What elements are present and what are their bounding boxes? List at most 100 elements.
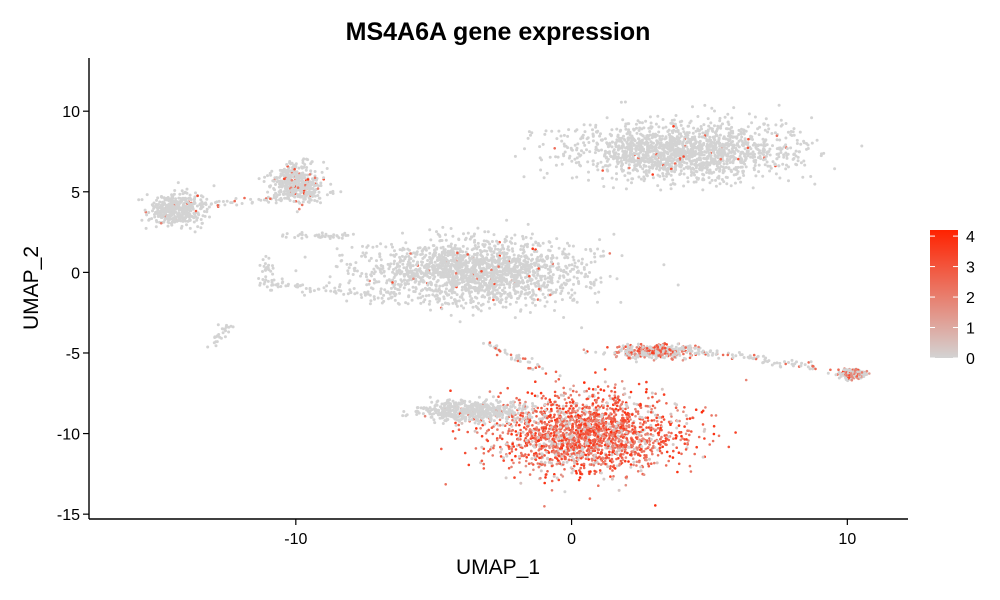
- data-point: [529, 277, 533, 281]
- data-point: [208, 215, 211, 219]
- data-point: [162, 207, 165, 211]
- data-point: [665, 157, 669, 161]
- data-point: [860, 144, 864, 148]
- data-point: [582, 141, 586, 145]
- data-point: [672, 125, 675, 128]
- data-point: [693, 173, 696, 177]
- data-point: [481, 243, 485, 247]
- data-point: [757, 163, 761, 167]
- data-point: [689, 153, 693, 157]
- data-point: [523, 147, 526, 151]
- data-point: [543, 274, 547, 278]
- data-point: [301, 158, 305, 162]
- data-point: [614, 165, 618, 169]
- data-point: [468, 275, 472, 279]
- data-point: [294, 173, 298, 177]
- data-point: [432, 271, 435, 275]
- data-point: [625, 424, 628, 428]
- data-point: [526, 285, 529, 289]
- data-point: [513, 289, 517, 293]
- data-point: [696, 127, 700, 131]
- data-point: [360, 254, 364, 258]
- data-point: [274, 201, 278, 205]
- data-point: [721, 122, 724, 126]
- data-point: [539, 168, 543, 172]
- data-point: [508, 240, 512, 244]
- data-point: [577, 160, 581, 164]
- data-point: [596, 168, 600, 172]
- data-point: [593, 252, 596, 256]
- data-point: [526, 222, 530, 226]
- data-point: [480, 270, 483, 273]
- data-point: [737, 177, 741, 181]
- data-point: [159, 205, 163, 208]
- data-point: [746, 143, 750, 147]
- data-point: [163, 218, 167, 222]
- data-point: [335, 247, 339, 251]
- data-point: [191, 215, 195, 219]
- data-point: [521, 270, 525, 274]
- data-point: [477, 278, 481, 282]
- data-point: [514, 430, 518, 433]
- data-point: [527, 257, 531, 261]
- data-point: [635, 141, 639, 145]
- data-point: [402, 266, 406, 270]
- data-point: [608, 252, 612, 255]
- data-point: [716, 150, 720, 154]
- data-point: [491, 290, 495, 294]
- data-point: [705, 148, 709, 151]
- data-point: [490, 281, 494, 285]
- data-point: [424, 248, 428, 252]
- data-point: [813, 182, 817, 186]
- data-point: [588, 286, 592, 289]
- data-point: [588, 150, 592, 154]
- data-point: [540, 284, 544, 288]
- data-point: [486, 275, 490, 279]
- data-point: [477, 258, 481, 262]
- data-point: [582, 266, 586, 269]
- data-point: [153, 215, 157, 219]
- data-point: [576, 142, 580, 146]
- data-point: [389, 286, 393, 290]
- data-point: [524, 267, 528, 271]
- data-point: [305, 157, 308, 161]
- data-point: [375, 244, 379, 248]
- data-point: [562, 142, 566, 146]
- data-point: [703, 157, 707, 161]
- data-point: [757, 170, 761, 174]
- data-point: [649, 121, 653, 125]
- data-point: [675, 426, 679, 430]
- data-point: [347, 281, 351, 285]
- data-point: [501, 246, 505, 250]
- data-point: [298, 207, 301, 211]
- data-point: [391, 245, 394, 249]
- data-point: [421, 257, 425, 260]
- data-point: [740, 140, 744, 143]
- data-point: [746, 149, 750, 153]
- data-point: [728, 158, 732, 161]
- data-point: [453, 300, 457, 303]
- data-point: [626, 154, 630, 158]
- data-point: [601, 249, 605, 253]
- data-point: [620, 254, 624, 258]
- data-point: [582, 466, 586, 470]
- data-point: [212, 184, 216, 188]
- data-point: [167, 202, 171, 206]
- data-point: [651, 164, 655, 168]
- data-point: [662, 149, 666, 152]
- data-point: [637, 175, 641, 179]
- data-point: [339, 259, 343, 263]
- data-point: [570, 159, 574, 163]
- data-point: [558, 285, 562, 289]
- data-point: [735, 135, 739, 139]
- data-point: [412, 272, 416, 276]
- data-point: [424, 253, 428, 257]
- data-point: [457, 238, 461, 242]
- data-point: [497, 395, 500, 399]
- data-point: [662, 152, 666, 156]
- data-point: [274, 183, 277, 186]
- data-point: [548, 155, 552, 159]
- data-point: [382, 270, 386, 274]
- data-point: [486, 300, 490, 304]
- data-point: [659, 158, 663, 162]
